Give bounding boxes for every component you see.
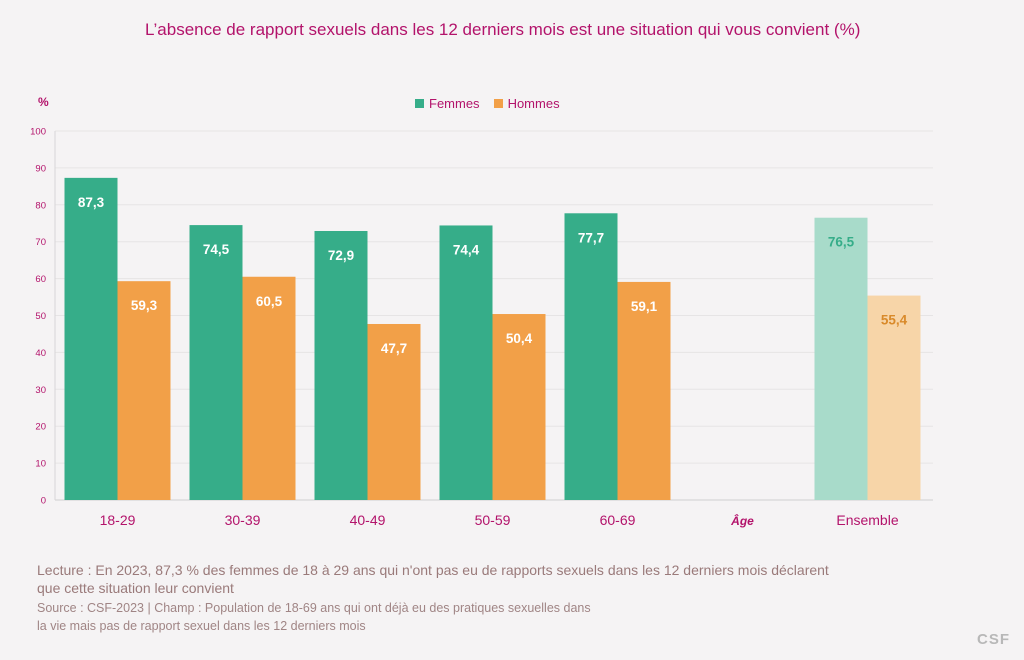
bar-femmes-18-29 xyxy=(64,177,118,500)
y-tick-10: 10 xyxy=(35,459,46,470)
bar-femmes-50-59 xyxy=(439,225,493,501)
data-label-hommes-50-59: 50,4 xyxy=(506,331,533,346)
y-tick-30: 30 xyxy=(35,385,46,396)
bar-hommes-60-69 xyxy=(617,281,671,500)
x-tick-50-59: 50-59 xyxy=(475,512,511,528)
data-label-femmes-60-69: 77,7 xyxy=(578,230,604,245)
bar-femmes-60-69 xyxy=(564,213,618,501)
legend-label-hommes: Hommes xyxy=(507,96,560,111)
bar-hommes-40-49 xyxy=(367,323,421,500)
bar-chart: 0 10 20 30 40 50 60 70 80 90 100 87,3 59,3 18-29 74,5 6… xyxy=(30,127,933,528)
x-axis-label: Âge xyxy=(730,513,754,528)
data-label-femmes-40-49: 72,9 xyxy=(328,248,354,263)
y-tick-60: 60 xyxy=(35,274,46,285)
bar-hommes-50-59 xyxy=(492,314,546,500)
y-tick-90: 90 xyxy=(35,163,46,174)
data-label-hommes-40-49: 47,7 xyxy=(381,341,407,356)
chart-title: L’absence de rapport sexuels dans les 12… xyxy=(145,20,861,39)
y-axis-label: % xyxy=(38,95,49,109)
bar-hommes-18-29 xyxy=(117,281,171,500)
lecture-note: Lecture : En 2023, 87,3 % des femmes de … xyxy=(37,562,829,596)
y-tick-20: 20 xyxy=(35,422,46,433)
y-tick-40: 40 xyxy=(35,348,46,359)
x-tick-60-69: 60-69 xyxy=(600,512,636,528)
legend-swatch-femmes xyxy=(415,99,424,108)
bar-hommes-30-39 xyxy=(242,276,296,500)
legend-item-femmes: Femmes xyxy=(415,96,480,111)
y-tick-50: 50 xyxy=(35,311,46,322)
data-label-femmes-18-29: 87,3 xyxy=(78,195,105,210)
legend-item-hommes: Hommes xyxy=(493,96,560,111)
x-tick-40-49: 40-49 xyxy=(350,512,386,528)
y-tick-100: 100 xyxy=(30,127,46,138)
csf-logo: CSF xyxy=(977,631,1010,648)
data-label-femmes-50-59: 74,4 xyxy=(453,242,480,257)
legend-label-femmes: Femmes xyxy=(429,96,480,111)
bar-hommes-ensemble xyxy=(867,295,921,500)
y-tick-0: 0 xyxy=(41,496,46,507)
y-tick-70: 70 xyxy=(35,237,46,248)
data-label-femmes-ensemble: 76,5 xyxy=(828,235,855,250)
legend: Femmes Hommes xyxy=(415,96,560,111)
data-label-hommes-18-29: 59,3 xyxy=(131,298,158,313)
data-label-femmes-30-39: 74,5 xyxy=(203,242,230,257)
x-tick-18-29: 18-29 xyxy=(100,512,136,528)
bar-femmes-ensemble xyxy=(814,217,868,500)
data-label-hommes-30-39: 60,5 xyxy=(256,294,283,309)
x-tick-ensemble: Ensemble xyxy=(836,512,898,528)
data-label-hommes-60-69: 59,1 xyxy=(631,299,658,314)
bar-femmes-30-39 xyxy=(189,225,243,500)
x-tick-30-39: 30-39 xyxy=(225,512,261,528)
bar-femmes-40-49 xyxy=(314,230,368,500)
legend-swatch-hommes xyxy=(493,99,503,108)
data-label-hommes-ensemble: 55,4 xyxy=(881,313,908,328)
source-note: Source : CSF-2023 | Champ : Population d… xyxy=(37,601,591,633)
y-tick-80: 80 xyxy=(35,200,46,211)
